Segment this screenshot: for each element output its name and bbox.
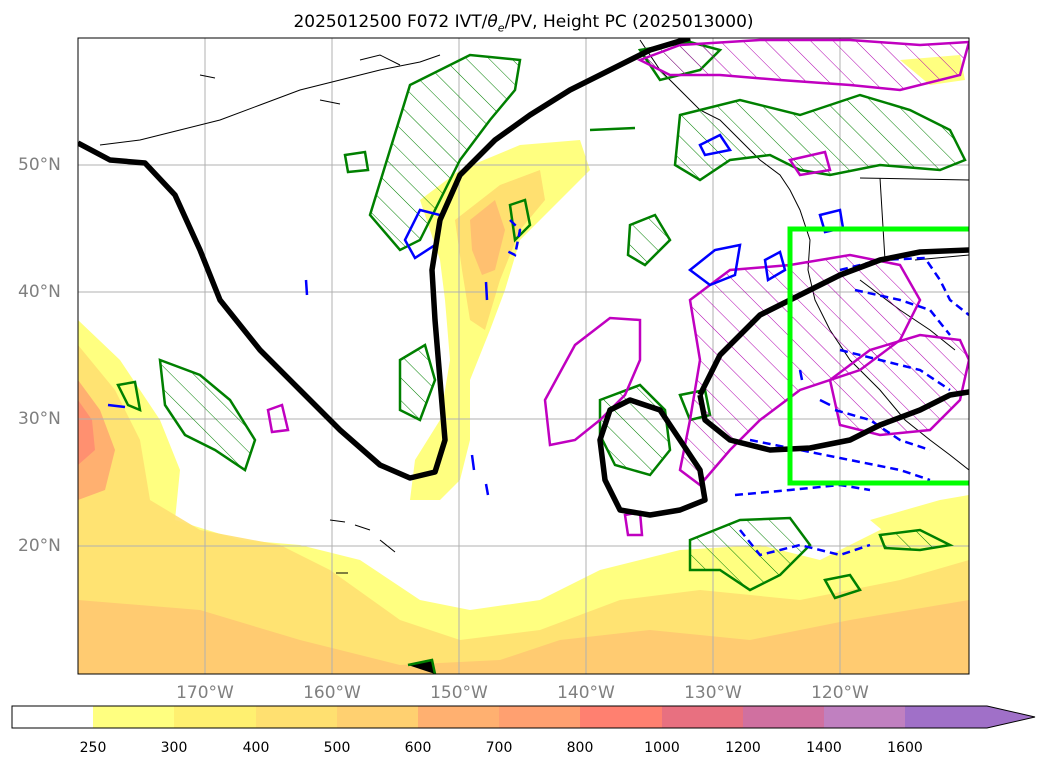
colorbar-label: 500 bbox=[323, 740, 351, 756]
map-title: 2025012500 F072 IVT/θe/PV, Height PC (20… bbox=[0, 12, 1047, 34]
colorbar-label: 300 bbox=[160, 740, 188, 756]
ivt-low-contours bbox=[107, 133, 969, 557]
y-tick-30N: 30°N bbox=[18, 409, 61, 429]
colorbar-label: 800 bbox=[566, 740, 594, 756]
colorbar-label: 700 bbox=[485, 740, 513, 756]
title-sub: e bbox=[497, 21, 505, 35]
colorbar-label: 250 bbox=[79, 740, 107, 756]
x-tick-120W: 120°W bbox=[811, 683, 869, 703]
theta-e-contours bbox=[266, 38, 969, 537]
x-tick-140W: 140°W bbox=[557, 683, 615, 703]
title-post: /PV, Height PC (2025013000) bbox=[504, 12, 754, 32]
y-tick-40N: 40°N bbox=[18, 282, 61, 302]
x-tick-160W: 160°W bbox=[303, 683, 361, 703]
colorbar bbox=[11, 705, 1036, 729]
height-contours bbox=[78, 38, 969, 518]
colorbar-label: 1400 bbox=[806, 740, 842, 756]
colorbar-label: 1000 bbox=[644, 740, 680, 756]
y-tick-50N: 50°N bbox=[18, 155, 61, 175]
x-tick-150W: 150°W bbox=[430, 683, 488, 703]
map-plot-area bbox=[78, 38, 969, 674]
y-tick-20N: 20°N bbox=[18, 536, 61, 556]
x-tick-170W: 170°W bbox=[176, 683, 234, 703]
title-theta: θ bbox=[487, 12, 498, 32]
plot-frame bbox=[77, 37, 970, 675]
title-pre: 2025012500 F072 IVT/ bbox=[293, 12, 488, 32]
colorbar-label: 600 bbox=[404, 740, 432, 756]
analysis-box bbox=[787, 226, 969, 486]
colorbar-label: 1200 bbox=[725, 740, 761, 756]
x-tick-130W: 130°W bbox=[684, 683, 742, 703]
colorbar-label: 400 bbox=[242, 740, 270, 756]
colorbar-label: 1600 bbox=[887, 740, 923, 756]
